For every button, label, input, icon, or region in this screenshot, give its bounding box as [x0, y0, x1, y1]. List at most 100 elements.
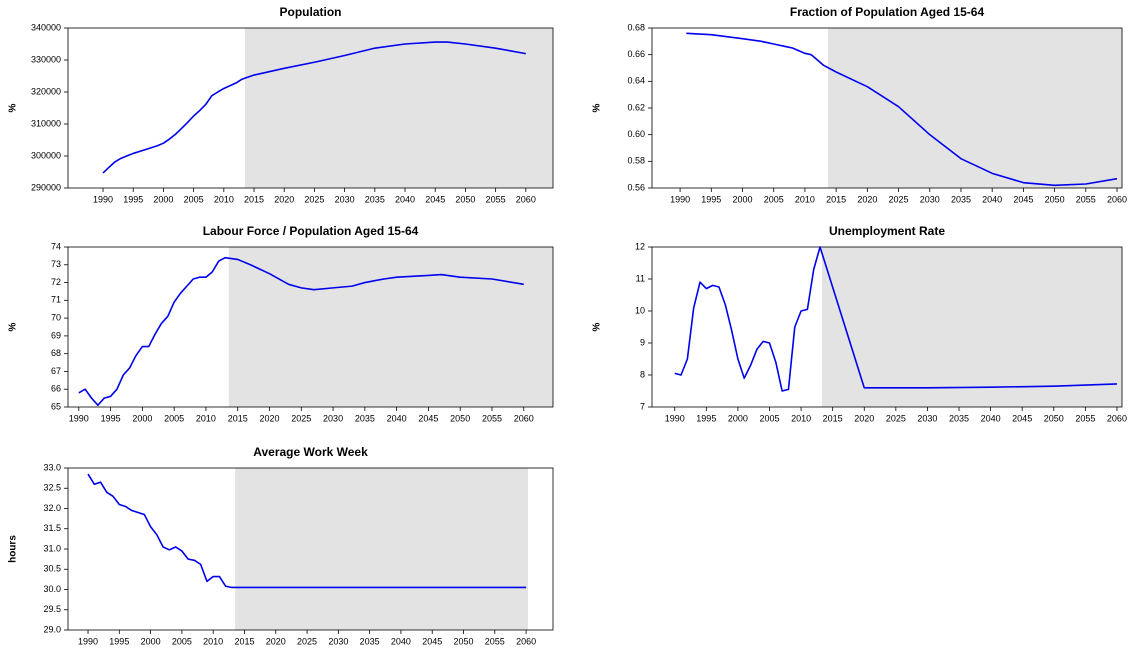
x-tick-label: 1995	[701, 194, 721, 204]
x-tick-label: 2050	[1044, 413, 1064, 423]
x-tick-label: 2020	[274, 194, 294, 204]
y-tick-label: 12	[635, 241, 645, 251]
y-tick-label: 9	[640, 337, 645, 347]
forecast-shade	[235, 468, 528, 630]
x-tick-label: 2030	[917, 413, 937, 423]
x-tick-label: 2035	[360, 636, 380, 646]
x-tick-label: 2005	[164, 413, 184, 423]
x-tick-label: 2005	[172, 636, 192, 646]
chart-title: Average Work Week	[253, 445, 368, 459]
x-tick-label: 1995	[109, 636, 129, 646]
data-line	[686, 32, 1118, 187]
plot-frame	[67, 27, 554, 189]
y-tick-label: 72	[51, 277, 61, 287]
x-tick-label: 2045	[1013, 194, 1033, 204]
x-tick-label: 2055	[482, 413, 502, 423]
y-tick-label: 10	[635, 305, 645, 315]
x-tick-label: 2060	[514, 413, 534, 423]
x-tick-label: 2045	[422, 636, 442, 646]
x-tick-label: 2050	[1045, 194, 1065, 204]
x-tick-label: 2035	[951, 194, 971, 204]
y-tick-label: 33.0	[43, 462, 61, 472]
y-tick-label: 0.66	[627, 49, 645, 59]
x-tick-label: 1995	[101, 413, 121, 423]
x-tick-label: 1990	[670, 194, 690, 204]
x-tick-label: 2025	[889, 194, 909, 204]
chart-title: Labour Force / Population Aged 15-64	[203, 224, 419, 238]
y-tick-label: 69	[51, 330, 61, 340]
y-tick-label: 31.0	[43, 543, 61, 553]
data-line	[78, 256, 524, 407]
x-tick-label: 1990	[93, 194, 113, 204]
x-tick-label: 2050	[453, 636, 473, 646]
x-tick-label: 2020	[266, 636, 286, 646]
y-tick-label: 29.0	[43, 624, 61, 634]
y-tick-label: 340000	[31, 22, 61, 32]
x-tick-label: 2015	[228, 413, 248, 423]
x-tick-label: 2060	[516, 636, 536, 646]
x-tick-label: 2020	[854, 413, 874, 423]
x-tick-label: 2000	[728, 413, 748, 423]
x-tick-label: 2030	[335, 194, 355, 204]
x-tick-label: 2010	[196, 413, 216, 423]
y-tick-label: 330000	[31, 54, 61, 64]
x-tick-label: 2015	[244, 194, 264, 204]
y-tick-label: 67	[51, 366, 61, 376]
x-tick-label: 2040	[982, 194, 1002, 204]
data-line	[674, 246, 1117, 392]
y-tick-label: 290000	[31, 182, 61, 192]
x-tick-label: 1995	[696, 413, 716, 423]
x-tick-label: 2025	[886, 413, 906, 423]
x-tick-label: 2005	[759, 413, 779, 423]
x-tick-label: 2030	[323, 413, 343, 423]
x-tick-label: 2000	[153, 194, 173, 204]
chart-title: Unemployment Rate	[829, 224, 945, 238]
y-tick-label: 31.5	[43, 523, 61, 533]
data-line	[102, 41, 526, 174]
x-tick-label: 2045	[1012, 413, 1032, 423]
y-tick-label: 7	[640, 401, 645, 411]
x-tick-label: 2040	[387, 413, 407, 423]
y-axis-label: %	[592, 322, 603, 331]
x-tick-label: 1990	[69, 413, 89, 423]
x-tick-label: 2030	[328, 636, 348, 646]
y-axis-label: %	[592, 103, 603, 112]
y-tick-label: 32.0	[43, 503, 61, 513]
chart-title: Fraction of Population Aged 15-64	[790, 5, 985, 19]
x-tick-label: 2010	[203, 636, 223, 646]
y-tick-label: 0.56	[627, 182, 645, 192]
x-tick-label: 2035	[355, 413, 375, 423]
y-tick-label: 30.5	[43, 564, 61, 574]
y-tick-label: 71	[51, 295, 61, 305]
x-tick-label: 2055	[486, 194, 506, 204]
y-tick-label: 0.58	[627, 156, 645, 166]
y-tick-label: 0.60	[627, 129, 645, 139]
x-tick-label: 2000	[732, 194, 752, 204]
y-tick-label: 320000	[31, 86, 61, 96]
y-tick-label: 8	[640, 369, 645, 379]
forecast-shade	[821, 247, 1122, 407]
y-tick-label: 68	[51, 348, 61, 358]
x-tick-label: 2025	[304, 194, 324, 204]
x-tick-label: 2040	[981, 413, 1001, 423]
x-tick-label: 2040	[395, 194, 415, 204]
y-axis-label: hours	[8, 535, 19, 563]
x-tick-label: 2020	[259, 413, 279, 423]
y-tick-label: 11	[636, 273, 645, 283]
x-tick-label: 2045	[418, 413, 438, 423]
chart-title: Population	[280, 5, 342, 19]
x-tick-label: 2020	[857, 194, 877, 204]
x-tick-label: 2010	[791, 413, 811, 423]
x-tick-label: 2045	[425, 194, 445, 204]
forecast-shade	[244, 28, 553, 188]
x-tick-label: 2010	[214, 194, 234, 204]
x-tick-label: 2015	[826, 194, 846, 204]
y-tick-label: 0.64	[627, 76, 645, 86]
y-axis-label: %	[8, 322, 19, 331]
y-tick-label: 70	[51, 312, 61, 322]
x-tick-label: 2050	[455, 194, 475, 204]
x-tick-label: 2060	[1107, 413, 1127, 423]
x-tick-label: 2060	[516, 194, 536, 204]
x-tick-label: 1995	[123, 194, 143, 204]
